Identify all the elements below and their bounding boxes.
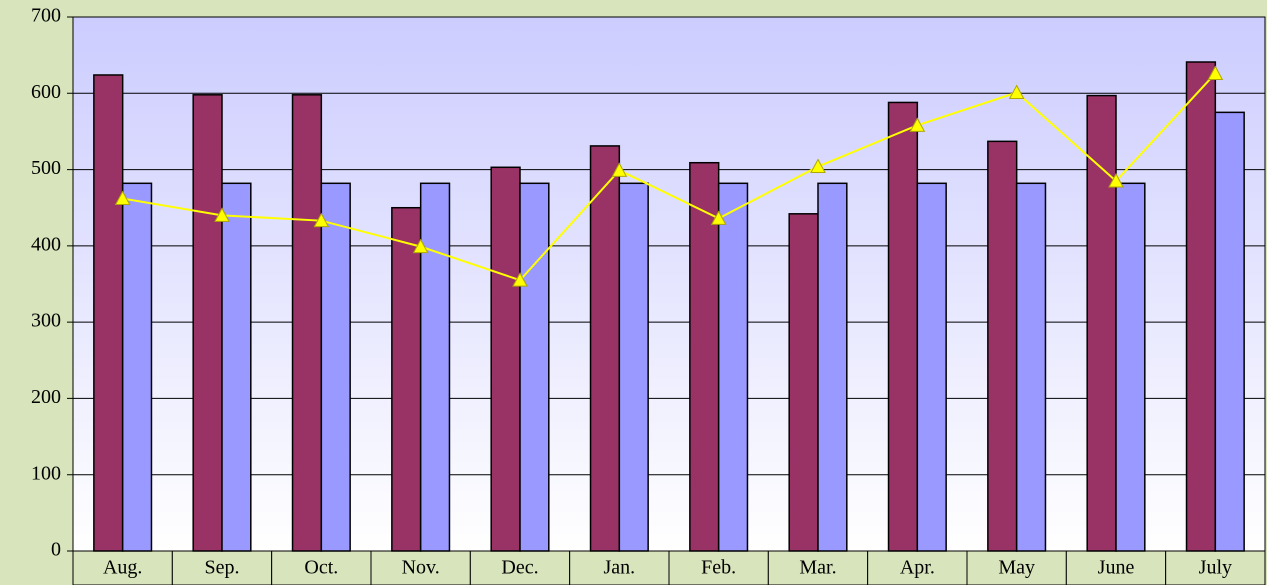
- marker: [710, 210, 727, 225]
- y-tick-label: 400: [31, 233, 61, 255]
- y-tick-label: 700: [31, 5, 61, 27]
- x-tick-label: June: [1098, 557, 1135, 579]
- category-cell: [1065, 550, 1167, 585]
- category-cell: [271, 550, 372, 585]
- marker: [114, 190, 131, 206]
- bar: [93, 74, 124, 552]
- marker: [909, 117, 926, 132]
- marker: [611, 162, 628, 177]
- bar: [192, 94, 223, 552]
- category-cell: [469, 550, 571, 585]
- bar: [1185, 61, 1217, 552]
- bar: [817, 182, 848, 552]
- category-cell: [1165, 550, 1266, 585]
- y-tick-label: 300: [31, 310, 61, 332]
- bar: [916, 182, 947, 552]
- bar: [1214, 111, 1245, 552]
- marker: [1008, 84, 1025, 100]
- marker: [512, 272, 528, 287]
- bar: [1015, 182, 1047, 552]
- bar: [320, 182, 351, 552]
- x-tick-label: Mar.: [799, 557, 836, 579]
- bar: [291, 94, 323, 552]
- x-tick-label: Sep.: [205, 557, 240, 579]
- x-tick-label: July: [1199, 557, 1232, 579]
- bar: [717, 182, 749, 552]
- bar: [490, 166, 521, 552]
- category-cell: [171, 550, 273, 585]
- x-tick-label: Dec.: [501, 557, 538, 579]
- bar: [419, 182, 451, 552]
- bar: [121, 182, 153, 552]
- marker: [214, 207, 230, 222]
- x-tick-label: Feb.: [701, 557, 736, 579]
- category-cell: [767, 550, 869, 585]
- bar: [887, 101, 919, 552]
- bar: [519, 182, 550, 552]
- y-tick-label: 500: [31, 157, 61, 179]
- bar: [1115, 182, 1146, 552]
- bar: [689, 161, 720, 552]
- x-tick-label: Nov.: [402, 557, 440, 579]
- marker: [412, 238, 429, 254]
- category-cell: [72, 550, 173, 585]
- category-cell: [370, 550, 471, 585]
- x-tick-label: Aug.: [103, 557, 142, 579]
- category-cell: [668, 550, 769, 585]
- marker: [313, 212, 330, 228]
- bar: [221, 182, 252, 552]
- category-cell: [867, 550, 968, 585]
- bar: [788, 213, 819, 552]
- y-tick-label: 200: [31, 386, 61, 408]
- x-tick-label: Oct.: [304, 557, 338, 579]
- bar: [618, 182, 649, 552]
- x-tick-label: Apr.: [900, 557, 935, 579]
- marker: [810, 158, 826, 174]
- category-cell: [569, 550, 670, 585]
- bar: [1086, 94, 1117, 552]
- bar: [987, 140, 1018, 552]
- marker: [1207, 65, 1224, 80]
- plot-area: [72, 16, 1266, 552]
- y-tick-label: 600: [31, 81, 61, 103]
- x-tick-label: May: [998, 557, 1035, 579]
- marker: [1108, 172, 1124, 188]
- y-tick-label: 100: [31, 462, 61, 484]
- line: [122, 72, 1217, 282]
- y-tick-label: 0: [51, 539, 61, 561]
- bar: [391, 206, 422, 552]
- bar: [589, 145, 621, 552]
- x-tick-label: Jan.: [603, 557, 635, 579]
